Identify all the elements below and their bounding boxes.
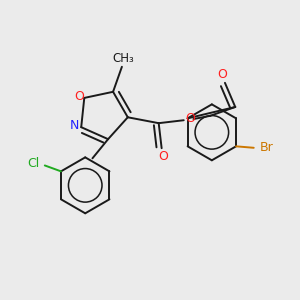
- Text: O: O: [217, 68, 227, 81]
- Text: Cl: Cl: [27, 158, 39, 170]
- Text: N: N: [70, 119, 80, 132]
- Text: Br: Br: [260, 141, 274, 154]
- Text: CH₃: CH₃: [112, 52, 134, 65]
- Text: O: O: [185, 112, 195, 125]
- Text: O: O: [158, 150, 168, 163]
- Text: O: O: [74, 90, 84, 103]
